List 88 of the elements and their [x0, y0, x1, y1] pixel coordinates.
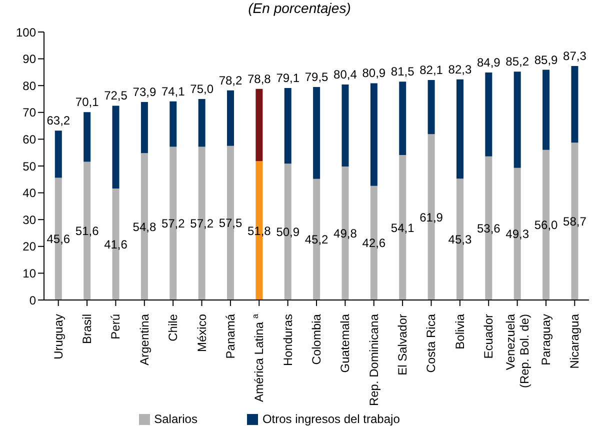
bar — [112, 106, 120, 189]
total-label: 81,5 — [390, 64, 415, 79]
data-label: 54,8 — [132, 220, 156, 234]
x-tick-label: Perú — [108, 314, 123, 340]
x-tick-label: Uruguay — [51, 314, 66, 360]
x-tick-label: Paraguay — [538, 314, 553, 366]
bar — [198, 99, 206, 147]
y-tick-label: 100 — [16, 25, 36, 40]
data-label: 61,9 — [420, 210, 444, 224]
x-tick-label: Colombia — [310, 314, 324, 365]
data-label: 58,7 — [563, 214, 587, 229]
legend-label: Otros ingresos del trabajo — [262, 412, 400, 426]
y-tick-label: 60 — [22, 132, 36, 146]
total-label: 84,9 — [476, 55, 501, 70]
bar — [370, 83, 378, 186]
x-tick-label: Costa Rica — [424, 314, 438, 373]
x-tick-label: Guatemala — [338, 314, 352, 373]
bar — [54, 130, 62, 178]
y-tick-label: 90 — [22, 52, 36, 66]
data-label: 53,6 — [476, 221, 501, 236]
data-label: 42,6 — [362, 236, 386, 250]
data-label: 57,2 — [161, 216, 186, 231]
bar — [170, 101, 177, 147]
bar — [227, 90, 234, 146]
bar — [542, 70, 550, 150]
bar — [140, 102, 148, 154]
total-label: 85,9 — [534, 52, 558, 67]
x-tick-label: Venezuela (Rep. Bol. de) — [503, 314, 532, 388]
bar — [485, 72, 492, 156]
total-label: 70,1 — [75, 95, 100, 110]
total-label: 87,3 — [563, 49, 587, 64]
data-label: 57,5 — [218, 216, 243, 230]
y-tick-label: 40 — [22, 186, 36, 200]
y-tick-label: 10 — [22, 266, 36, 280]
legend-label: Salarios — [154, 412, 198, 426]
total-label: 63,2 — [46, 114, 70, 128]
data-label: 45,3 — [448, 232, 472, 247]
data-label: 45,2 — [304, 232, 329, 247]
bar — [342, 84, 349, 167]
bar — [514, 72, 521, 168]
total-label: 80,9 — [362, 66, 386, 80]
data-label: 51,6 — [75, 224, 100, 238]
bar — [84, 112, 91, 162]
y-tick-label: 50 — [22, 159, 36, 174]
bar — [428, 80, 435, 134]
data-label: 49,3 — [506, 227, 530, 242]
data-label: 50,9 — [276, 225, 300, 240]
total-label: 82,1 — [420, 62, 444, 77]
y-tick-label: 0 — [29, 293, 36, 308]
total-label: 78,2 — [218, 73, 243, 88]
total-label: 72,5 — [104, 88, 128, 103]
data-label: 57,2 — [190, 216, 214, 231]
x-tick-label: Brasil — [80, 314, 94, 344]
y-tick-label: 70 — [22, 106, 36, 120]
y-tick-label: 20 — [22, 240, 36, 254]
x-tick-label: Ecuador — [482, 314, 496, 359]
x-tick-label: Chile — [166, 314, 180, 342]
total-label: 80,4 — [334, 68, 358, 82]
x-tick-label: Panamá — [223, 314, 238, 359]
total-label: 75,0 — [190, 82, 214, 96]
total-label: 85,2 — [506, 54, 530, 69]
x-tick-label: Rep. Dominicana — [366, 314, 381, 406]
x-tick-label: Argentina — [137, 314, 152, 366]
data-label: 45,6 — [46, 232, 70, 246]
x-tick-label: México — [194, 314, 209, 352]
data-label: 49,8 — [334, 226, 358, 241]
y-tick-label: 30 — [22, 212, 36, 227]
x-tick-label: Bolivia — [452, 314, 467, 350]
x-tick-label: Honduras — [280, 314, 295, 366]
total-label: 79,1 — [276, 71, 300, 86]
data-label: 54,1 — [390, 220, 415, 235]
total-label: 78,8 — [248, 72, 272, 86]
total-label: 74,1 — [161, 84, 186, 98]
bar — [456, 79, 464, 179]
bar — [571, 66, 578, 143]
data-label: 41,6 — [104, 238, 128, 252]
data-label: 56,0 — [534, 218, 558, 232]
bar — [256, 88, 263, 162]
total-label: 79,5 — [304, 70, 329, 84]
total-label: 82,3 — [448, 62, 472, 76]
bar — [313, 86, 320, 179]
bar — [284, 88, 292, 164]
chart-subtitle: (En porcentajes) — [247, 0, 352, 16]
bar — [399, 82, 406, 156]
y-tick-label: 80 — [22, 78, 36, 93]
x-tick-label: Nicaragua — [568, 314, 582, 369]
x-tick-label: El Salvador — [396, 314, 410, 376]
total-label: 73,9 — [132, 84, 156, 99]
